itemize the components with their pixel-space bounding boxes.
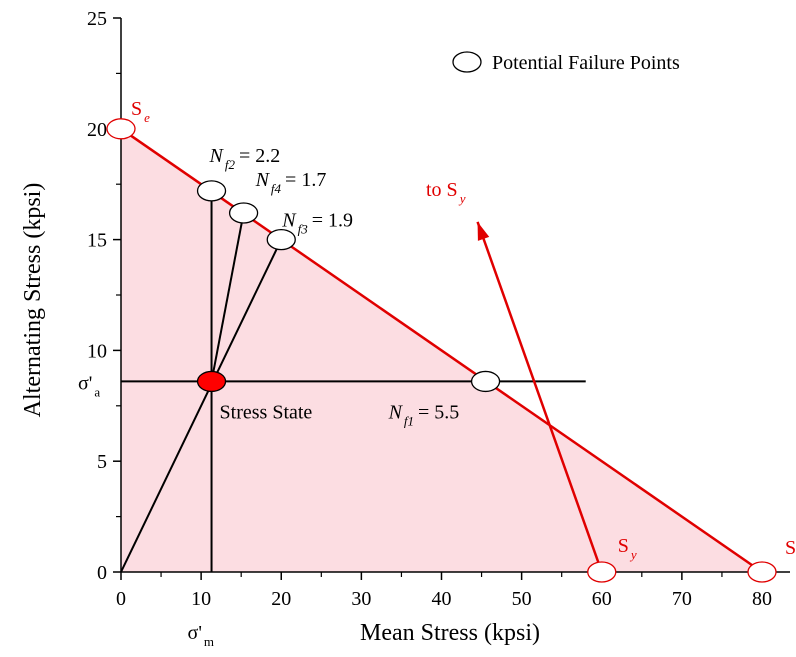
y-axis-title: Alternating Stress (kpsi) [20,183,46,418]
x-tick-label: 10 [191,588,211,610]
failure-label-f3-sub: f3 [298,222,309,237]
y-tick-label: 10 [87,340,107,362]
failure-label-f2-value: = 2.2 [239,145,280,167]
strength-label-e-main: S [131,98,142,120]
failure-point-f1 [470,370,501,393]
x-tick-label: 30 [351,588,371,610]
legend-label: Potential Failure Points [492,52,680,74]
strength-point-y [587,561,617,583]
legend: Potential Failure Points [452,51,680,74]
yield-direction-label-main: to S [426,179,458,201]
failure-label-f4-value: = 1.7 [285,169,326,191]
failure-point-f2 [196,180,227,202]
stress-state-label: Stress State [220,401,313,423]
failure-point-f3 [266,228,296,251]
strength-label-y-main: S [618,535,629,557]
strength-point-e [106,118,136,140]
proportional-load-line [120,239,283,573]
yield-direction-label-sub: y [458,191,466,206]
strength-label-u: Su [785,537,796,564]
y-tick-label: 20 [87,119,107,141]
stress-state-marker [196,370,227,393]
x-tick-label: 0 [116,588,126,610]
y-tick-label: 0 [97,562,107,584]
failure-point-f4 [228,202,259,224]
y-tick-label: 25 [87,8,107,30]
sigma-m-label: σ' m [188,622,215,649]
failure-label-f1-value: = 5.5 [418,401,459,423]
x-tick-label: 20 [271,588,291,610]
failure-label-f1-main: N [388,401,404,423]
x-tick-label: 70 [672,588,692,610]
x-tick-label: 50 [512,588,532,610]
legend-marker [452,51,482,73]
failure-label-f2-sub: f2 [225,157,236,172]
chart-markers [106,118,777,583]
yield-direction-line [476,221,603,573]
axis-ticks: 0 10 20 30 40 50 60 70 80 0 5 10 15 20 25 [87,8,772,610]
failure-label-f2-main: N [209,145,225,167]
y-tick-label: 5 [97,451,107,473]
sigma-m-label-main: σ' [188,622,202,644]
goodman-line [120,127,763,574]
x-tick-label: 60 [592,588,612,610]
sigma-a-label: σ' a [78,372,100,399]
sigma-m-label-sub: m [204,634,214,649]
constant-ratio-line [210,212,245,382]
y-tick-label: 15 [87,230,107,252]
failure-label-f1-sub: f1 [404,413,414,428]
failure-label-f3-main: N [281,210,297,232]
strength-label-y-sub: y [629,547,637,562]
x-axis-title: Mean Stress (kpsi) [360,620,540,646]
strength-label-u-main: S [785,537,796,559]
sigma-a-label-main: σ' [78,372,92,394]
failure-label-f3-value: = 1.9 [312,210,353,232]
x-tick-label: 40 [432,588,452,610]
strength-point-u [747,561,777,583]
failure-label-f4-sub: f4 [271,181,282,196]
strength-label-e-sub: e [144,110,150,125]
x-tick-label: 80 [752,588,772,610]
yield-arrow-head [477,221,490,241]
failure-label-f4-main: N [255,169,271,191]
sigma-a-label-sub: a [94,384,100,399]
